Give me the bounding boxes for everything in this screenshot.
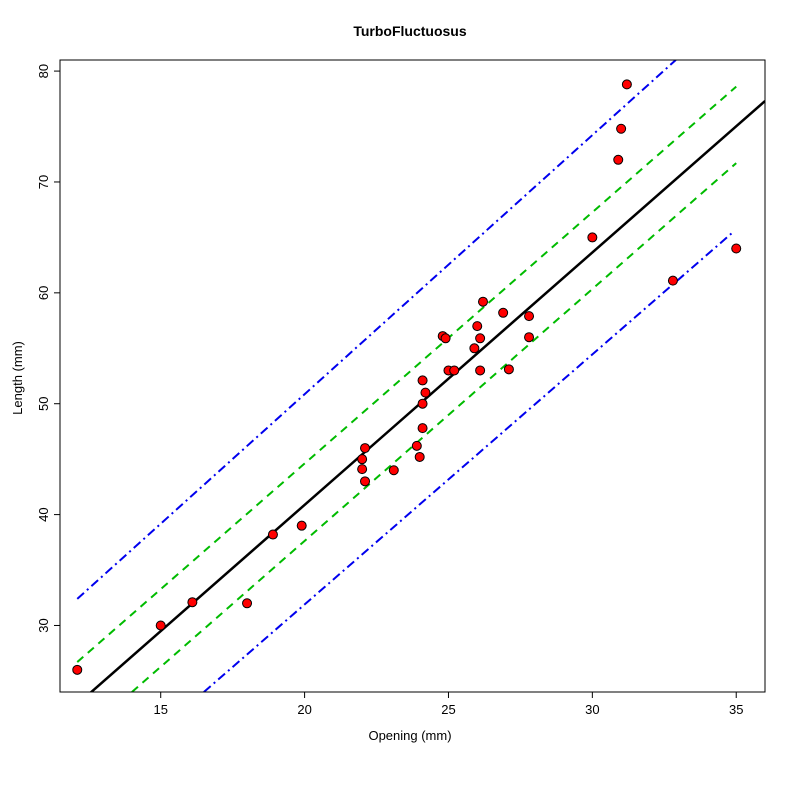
- data-point: [420, 387, 431, 398]
- data-point: [475, 365, 486, 376]
- axes: 15 20 25 30 35 30 40 50 60 70 80: [36, 59, 766, 717]
- data-point: [187, 597, 198, 608]
- data-point: [503, 364, 514, 375]
- data-point: [524, 332, 535, 343]
- data-point: [417, 423, 428, 434]
- data-point: [613, 154, 624, 165]
- data-point: [388, 465, 399, 476]
- data-point: [414, 451, 425, 462]
- data-point: [449, 365, 460, 376]
- data-point: [731, 243, 742, 254]
- prediction-band-upper: [76, 60, 677, 600]
- data-point: [524, 311, 535, 322]
- x-tick-label: 35: [729, 702, 743, 717]
- data-point: [667, 275, 678, 286]
- data-point: [267, 529, 278, 540]
- y-tick-label: 30: [36, 618, 51, 632]
- data-point: [296, 520, 307, 531]
- x-axis-label: Opening (mm): [368, 728, 451, 743]
- prediction-band-lower: [203, 231, 735, 692]
- y-axis-label: Length (mm): [10, 341, 25, 415]
- data-point: [417, 398, 428, 409]
- data-point: [411, 440, 422, 451]
- data-point: [72, 664, 83, 675]
- confidence-band-upper: [76, 85, 737, 663]
- data-point: [440, 333, 451, 344]
- data-point: [498, 307, 509, 318]
- data-point: [616, 123, 627, 134]
- data-point: [155, 620, 166, 631]
- y-tick-label: 80: [36, 64, 51, 78]
- x-tick-label: 30: [585, 702, 599, 717]
- plot-frame: [59, 59, 766, 693]
- plot-area: [72, 60, 765, 692]
- data-point: [360, 476, 371, 487]
- y-tick-label: 60: [36, 286, 51, 300]
- y-tick-label: 40: [36, 507, 51, 521]
- data-point: [621, 79, 632, 90]
- data-point: [469, 343, 480, 354]
- data-point: [417, 375, 428, 386]
- data-point: [360, 443, 371, 454]
- data-point: [357, 454, 368, 465]
- data-point: [478, 296, 488, 307]
- data-point: [587, 232, 598, 243]
- regression-line: [89, 100, 765, 692]
- data-point: [242, 598, 253, 609]
- x-tick-label: 25: [441, 702, 455, 717]
- x-tick-label: 20: [297, 702, 311, 717]
- confidence-band-lower: [131, 162, 737, 692]
- x-tick-label: 15: [153, 702, 167, 717]
- data-point: [475, 333, 486, 344]
- chart-title: TurboFluctuosus: [353, 23, 466, 39]
- y-tick-label: 70: [36, 175, 51, 189]
- data-point: [357, 464, 368, 475]
- y-tick-label: 50: [36, 396, 51, 410]
- data-point: [472, 321, 483, 332]
